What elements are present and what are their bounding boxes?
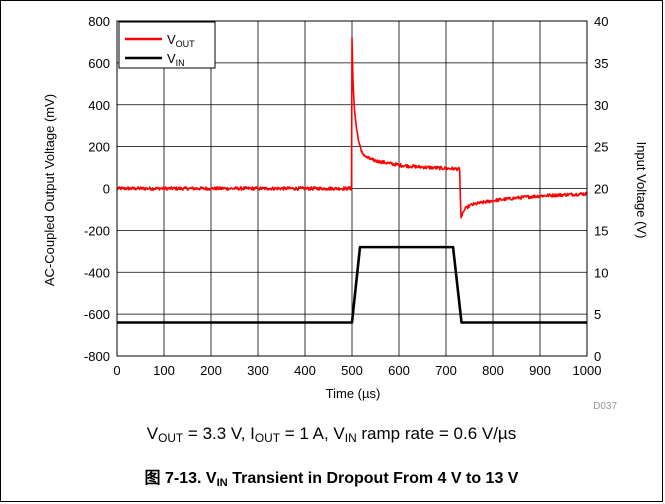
figure-id-annotation: D037 [593, 401, 617, 412]
y-right-tick-label: 5 [594, 307, 601, 322]
y-axis-left-label: AC-Coupled Output Voltage (mV) [42, 94, 57, 286]
legend-vout-main: V [167, 32, 176, 47]
y-left-tick-label: 600 [88, 56, 110, 71]
x-tick-label: 200 [200, 363, 222, 378]
cond-vin-main: V [333, 424, 345, 443]
y-left-tick-label: -400 [84, 265, 110, 280]
cond-vout-main: V [146, 424, 159, 443]
series-line-vin [117, 245, 587, 324]
cond-vout-sub: OUT [158, 430, 184, 445]
series-layer [116, 36, 588, 324]
x-tick-label: 800 [482, 363, 504, 378]
legend-vout-sub: OUT [176, 39, 196, 49]
cond-iout-val: = 1 A, [280, 424, 334, 443]
y-left-tick-label: 200 [88, 140, 110, 155]
y-right-tick-label: 35 [594, 56, 608, 71]
y-left-tick-label: 800 [88, 14, 110, 29]
legend-vin-sub: IN [176, 58, 185, 68]
x-tick-label: 1000 [573, 363, 602, 378]
caption-prefix: 图 7-13. [144, 470, 206, 487]
x-tick-label: 100 [153, 363, 175, 378]
cond-vin-val: ramp rate = 0.6 V/µs [356, 424, 517, 443]
legend-label-vout: VOUT [167, 32, 195, 49]
cond-vin-sub: IN [344, 430, 357, 445]
y-right-tick-label: 30 [594, 98, 608, 113]
figure-caption: 图 7-13. VIN Transient in Dropout From 4 … [0, 464, 663, 488]
x-axis-label: Time (µs) [326, 386, 381, 401]
test-conditions: VOUT = 3.3 V, IOUT = 1 A, VIN ramp rate … [0, 424, 663, 444]
legend: VOUT VIN [118, 21, 216, 69]
y-left-tick-label: -600 [84, 307, 110, 322]
x-tick-label: 700 [435, 363, 457, 378]
y-right-tick-label: 10 [594, 265, 608, 280]
y-left-tick-label: -200 [84, 223, 110, 238]
x-tick-label: 600 [388, 363, 410, 378]
tick-labels: 0 100 200 300 400 500 600 700 800 900 1000-800-600… [84, 14, 609, 378]
caption-v-sub: IN [216, 476, 228, 489]
y-right-tick-label: 0 [594, 349, 601, 364]
caption-v-main: V [205, 470, 217, 487]
caption-rest: Transient in Dropout From 4 V to 13 V [227, 470, 519, 487]
legend-box [118, 21, 216, 69]
plot-border [116, 20, 588, 357]
y-right-tick-label: 20 [594, 182, 608, 197]
x-tick-label: 400 [294, 363, 316, 378]
y-right-tick-label: 15 [594, 223, 608, 238]
y-right-tick-label: 40 [594, 14, 608, 29]
cond-iout-sub: OUT [254, 430, 281, 445]
x-tick-label: 0 [113, 363, 120, 378]
chart: 0 100 200 300 400 500 600 700 800 900 1000-800-600… [42, 14, 649, 412]
y-right-tick-label: 25 [594, 140, 608, 155]
y-left-tick-label: 0 [103, 182, 110, 197]
y-left-tick-label: -800 [84, 349, 110, 364]
series-line-vout [116, 36, 588, 219]
legend-vin-main: V [167, 51, 176, 66]
x-tick-label: 500 [341, 363, 363, 378]
y-axis-right-label: Input Voltage (V) [634, 142, 649, 239]
x-tick-label: 900 [529, 363, 551, 378]
legend-label-vin: VIN [167, 51, 185, 68]
cond-iout-main: I [250, 424, 255, 443]
x-tick-label: 300 [247, 363, 269, 378]
cond-vout-val: = 3.3 V, [183, 424, 251, 443]
y-left-tick-label: 400 [88, 98, 110, 113]
